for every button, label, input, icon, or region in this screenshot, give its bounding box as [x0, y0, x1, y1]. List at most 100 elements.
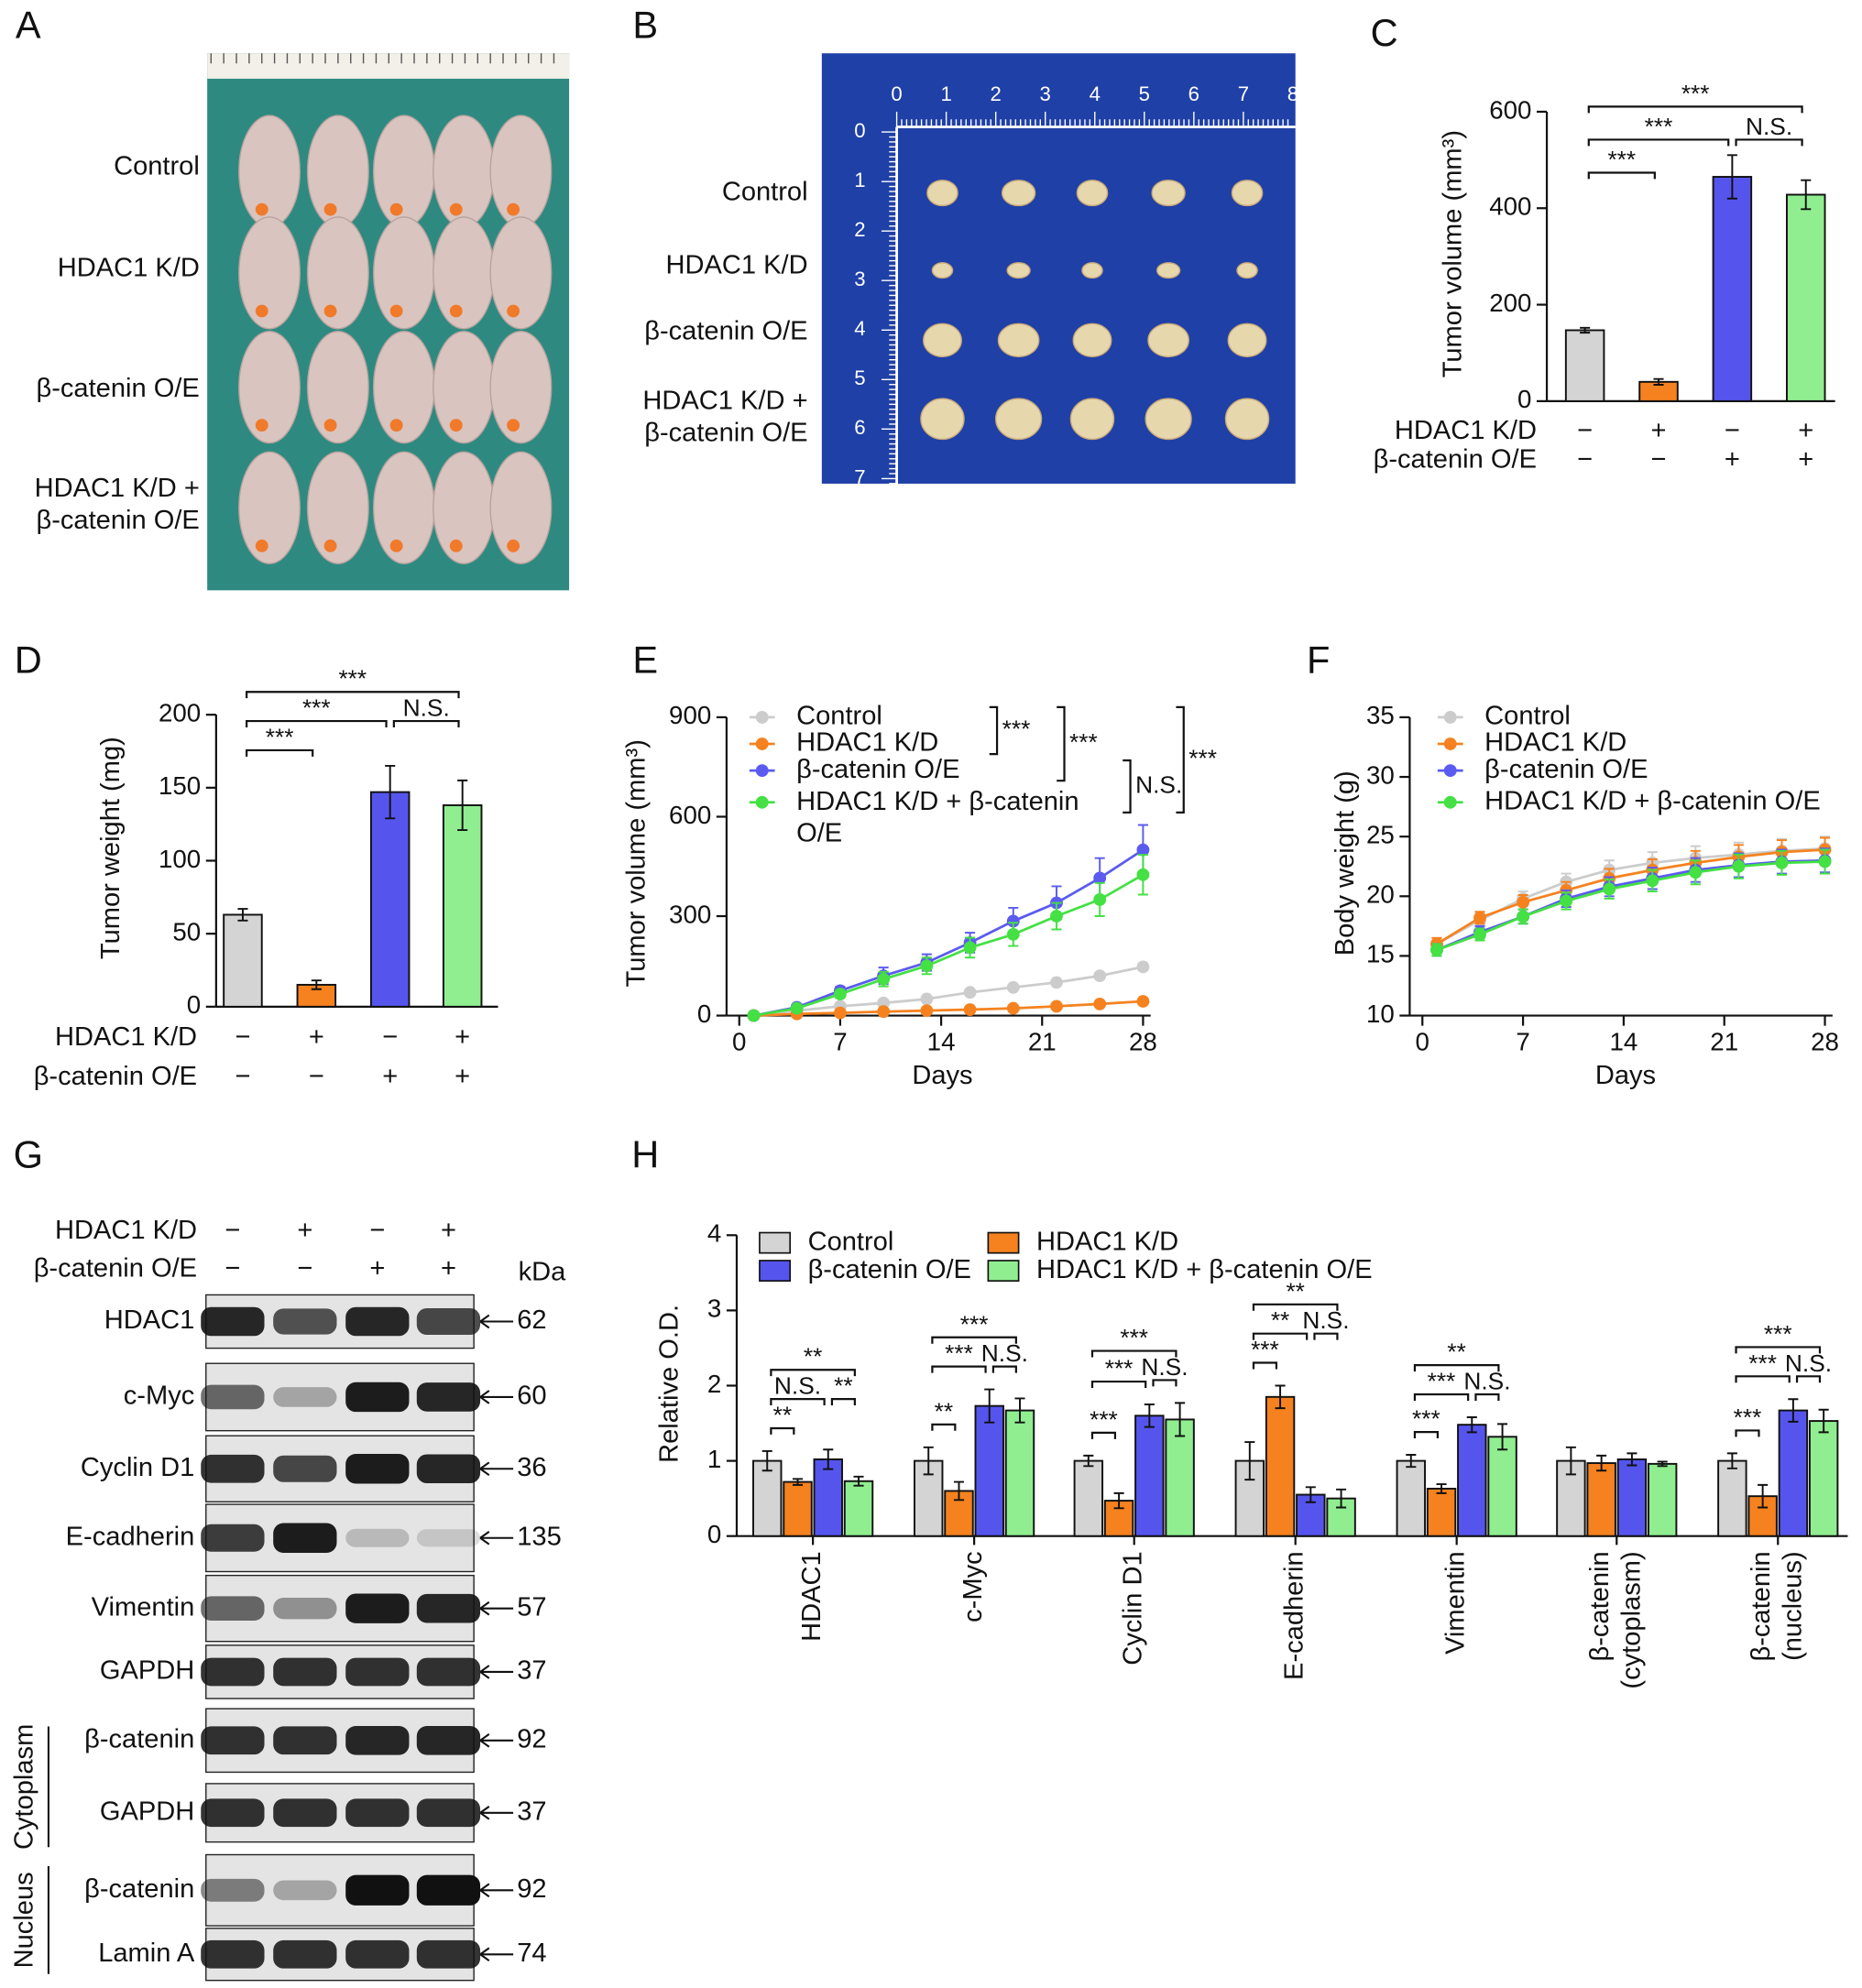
- band: [345, 1939, 410, 1969]
- significance-bracket: [1313, 1332, 1339, 1340]
- error-bar: [1627, 1452, 1637, 1467]
- significance-label: ***: [338, 665, 367, 693]
- band: [201, 1454, 265, 1483]
- condition-sign: −: [309, 1062, 324, 1091]
- condition-name: β-catenin O/E: [34, 1062, 197, 1091]
- point: [833, 1006, 847, 1020]
- x-tick-label: 14: [1609, 1027, 1637, 1055]
- tumor: [994, 398, 1043, 441]
- bar: [813, 1458, 843, 1537]
- significance-label: N.S.: [403, 694, 450, 722]
- blot-kda: 74: [517, 1939, 546, 1968]
- significance-label: **: [1286, 1277, 1304, 1305]
- significance-bracket: [246, 719, 388, 728]
- band: [416, 1307, 481, 1336]
- y-tick-label: 4: [707, 1219, 721, 1248]
- arrow: [479, 1530, 514, 1546]
- x-tick-label: 21: [1710, 1027, 1738, 1055]
- blot-label: GAPDH: [100, 1797, 194, 1826]
- x-tick-label: HDAC1: [797, 1551, 827, 1642]
- condition-sign: +: [369, 1253, 385, 1283]
- band: [201, 1596, 265, 1621]
- blot-label: Cyclin D1: [81, 1453, 194, 1482]
- blot-label: HDAC1: [104, 1305, 195, 1335]
- comparison-bracket: [989, 705, 999, 756]
- condition-name: HDAC1 K/D: [55, 1216, 197, 1245]
- condition-sign: +: [455, 1062, 470, 1091]
- point: [1050, 976, 1063, 989]
- condition-sign: −: [1725, 416, 1740, 445]
- significance-label: ***: [1681, 80, 1710, 107]
- band: [345, 1454, 410, 1484]
- x-tick-label: 21: [1028, 1027, 1057, 1055]
- tumor: [1076, 180, 1109, 207]
- band: [273, 1387, 337, 1407]
- panel-label: F: [1307, 638, 1330, 681]
- tumors: [881, 111, 1296, 485]
- tumor: [1224, 398, 1270, 441]
- tumor-marker: [449, 419, 463, 432]
- y-axis-label: Tumor weight (mg): [96, 737, 126, 959]
- mouse: [372, 216, 435, 330]
- error-bar: [1801, 179, 1812, 211]
- point: [1006, 980, 1020, 994]
- error-bar: [1305, 1486, 1316, 1503]
- band: [416, 1657, 481, 1687]
- panel-label: A: [16, 3, 41, 46]
- condition-sign: +: [441, 1253, 456, 1283]
- legend-label: HDAC1 K/D + β-catenin O/E: [1036, 1255, 1373, 1284]
- significance-bracket: [1795, 1375, 1822, 1383]
- legend-label: Control: [796, 702, 882, 731]
- ruler-label: 4: [854, 317, 865, 340]
- ruler-label: 3: [1040, 82, 1051, 105]
- point: [1136, 868, 1150, 881]
- panel-label: G: [14, 1133, 43, 1176]
- y-tick-label: 0: [697, 999, 711, 1028]
- point: [1517, 895, 1530, 909]
- point: [790, 1001, 804, 1015]
- significance-bracket: [931, 1423, 957, 1431]
- significance-label: **: [1447, 1338, 1465, 1366]
- mouse: [433, 451, 496, 564]
- legend-label: HDAC1 K/D: [1484, 728, 1627, 758]
- condition-sign: −: [382, 1022, 398, 1052]
- point: [963, 941, 977, 955]
- condition-sign: −: [235, 1062, 250, 1091]
- bar: [442, 803, 483, 1008]
- tumor: [1147, 322, 1189, 358]
- tumor-marker: [507, 304, 520, 318]
- legend-marker: [755, 795, 769, 809]
- error-bar: [1758, 1483, 1769, 1509]
- legend-swatch: [759, 1231, 792, 1254]
- condition-sign: −: [369, 1216, 385, 1245]
- tumor-marker: [507, 202, 520, 216]
- significance-label: N.S.: [981, 1339, 1028, 1367]
- group-label: HDAC1 K/D + β-catenin O/E: [35, 474, 200, 535]
- significance-label: **: [935, 1397, 953, 1425]
- significance-bracket: [931, 1336, 1017, 1344]
- point: [1603, 882, 1616, 896]
- error-bar: [1497, 1423, 1508, 1451]
- condition-sign: −: [225, 1253, 240, 1283]
- y-tick-label: 30: [1366, 760, 1395, 789]
- point: [963, 986, 977, 999]
- significance-label: ***: [1607, 146, 1636, 173]
- error-bar: [984, 1388, 995, 1424]
- condition-sign: −: [1577, 416, 1593, 445]
- x-tick-label: β-catenin (cytoplasm): [1585, 1551, 1647, 1688]
- significance-bracket: [246, 748, 314, 757]
- mouse: [372, 115, 435, 228]
- group-label: HDAC1 K/D: [58, 253, 200, 282]
- y-axis-label: Relative O.D.: [655, 1305, 685, 1463]
- ruler-label: 0: [854, 119, 865, 142]
- ruler-label: 6: [854, 416, 865, 439]
- legend-swatch: [759, 1260, 792, 1282]
- tumor: [1006, 262, 1031, 279]
- bar: [1586, 1462, 1616, 1537]
- mouse: [306, 115, 369, 228]
- ruler-label: 7: [854, 465, 865, 488]
- error-bar: [1657, 1460, 1668, 1468]
- band: [273, 1523, 337, 1553]
- significance-label: N.S.: [1141, 1353, 1188, 1381]
